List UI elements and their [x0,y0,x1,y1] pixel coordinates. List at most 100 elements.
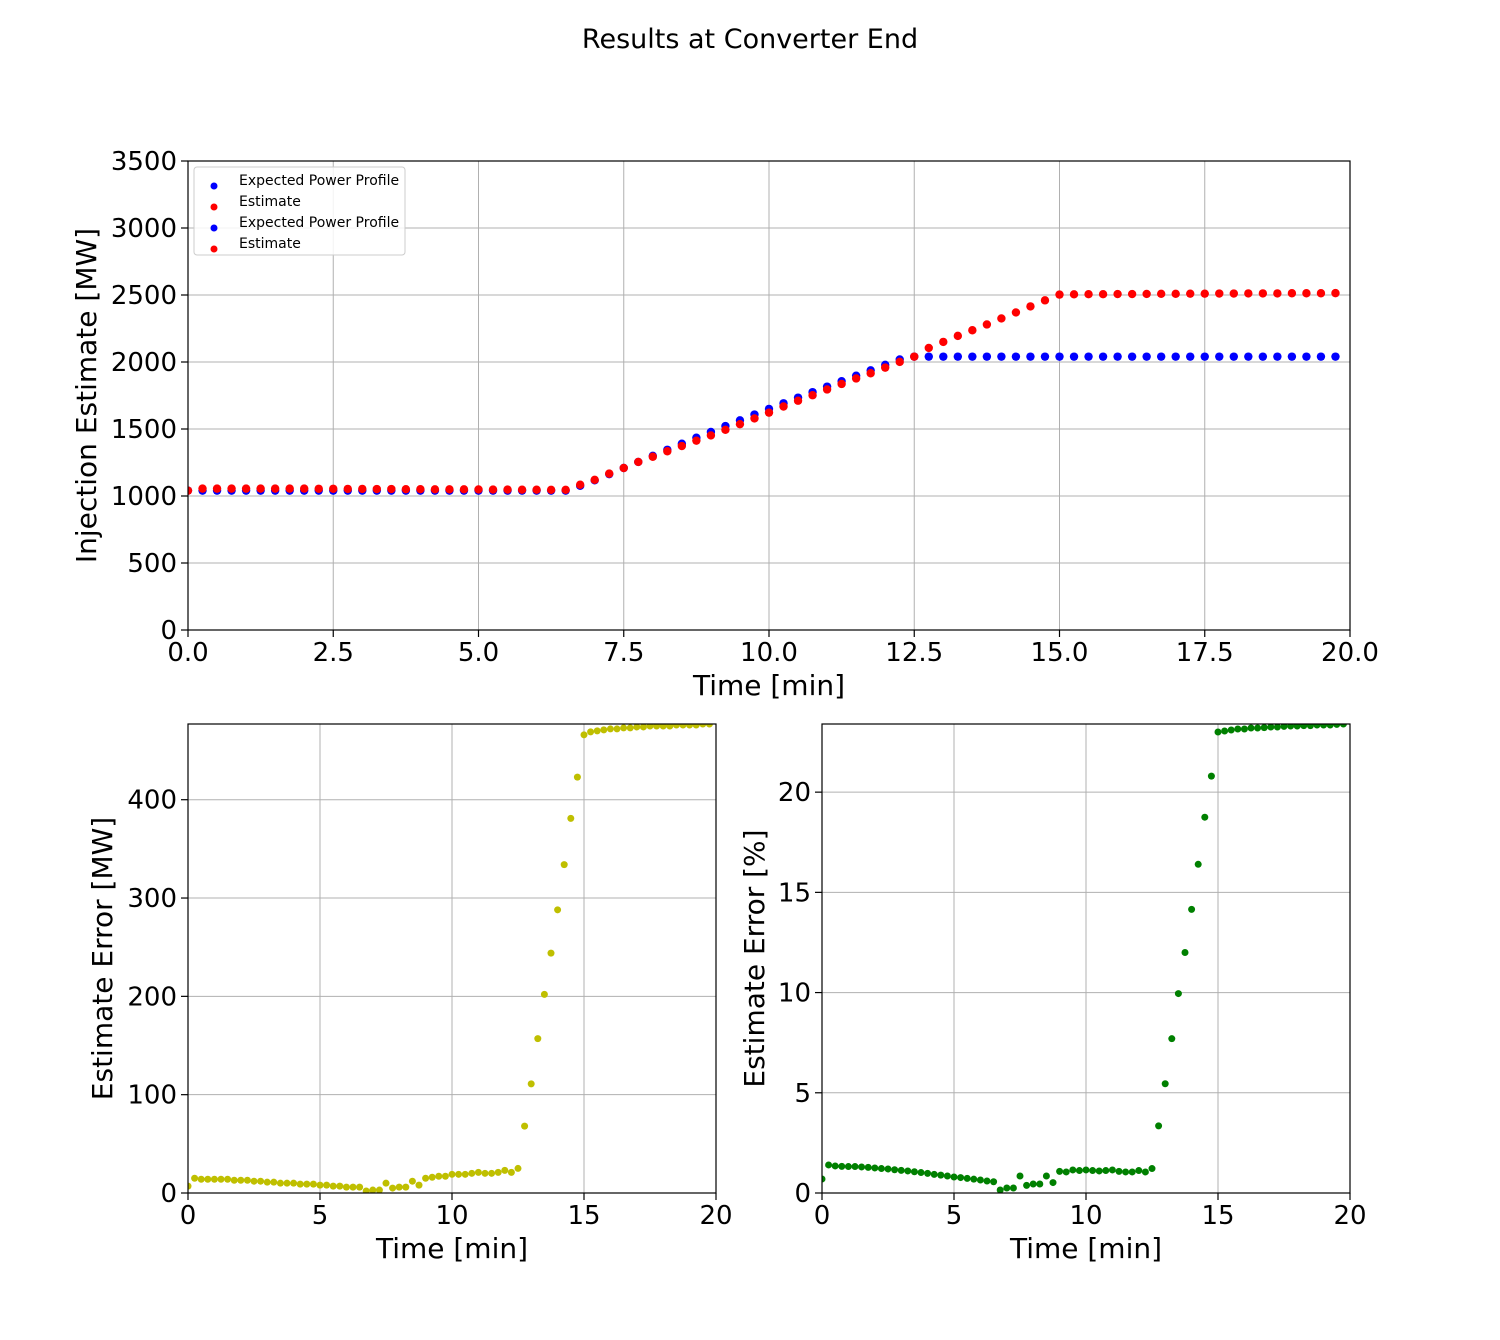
data-point [1240,725,1248,733]
data-point [672,724,680,729]
data-point [481,1169,489,1177]
data-point [532,485,541,494]
data-point [369,1186,377,1193]
legend-label: Estimate [239,194,301,210]
data-point [488,485,498,494]
data-point [323,1181,331,1189]
data-point [1280,724,1288,730]
y-tick-label: 5 [794,1079,811,1109]
data-point [561,485,570,495]
data-point [445,485,454,494]
data-point [507,1168,515,1176]
data-point [1075,1167,1083,1175]
data-point [1186,352,1195,361]
data-point [1040,296,1050,305]
data-point [851,374,861,383]
data-point [188,486,193,495]
data-point [1128,1168,1136,1176]
data-point [1171,289,1180,298]
data-point [276,1179,284,1187]
data-point [375,1186,383,1193]
data-point [461,1170,469,1178]
data-point [605,469,614,478]
data-point [1287,352,1297,361]
data-point [968,326,977,335]
data-point [692,436,701,445]
data-point [877,1165,885,1173]
data-point [1171,352,1180,361]
data-point [1023,1181,1031,1189]
data-point [441,1172,449,1180]
data-point [924,1169,932,1177]
data-point [982,352,992,361]
data-point [309,1180,317,1188]
data-point [1200,289,1209,298]
data-point [1029,1180,1037,1188]
x-tick-label: 20 [699,1201,732,1231]
data-point [237,1176,245,1184]
data-point [382,1179,390,1187]
data-point [1181,948,1189,956]
data-point [866,369,875,378]
data-point [263,1178,271,1186]
data-point [430,485,440,494]
data-point [1200,352,1209,361]
data-point [1142,289,1151,299]
legend-marker [210,224,218,232]
data-point [503,485,512,494]
y-tick-label: 0 [160,616,177,646]
data-point [1186,289,1195,298]
figure-title: Results at Converter End [582,24,918,55]
data-point [198,484,207,493]
data-point [316,1181,324,1189]
data-point [428,1173,436,1181]
data-point [1215,352,1224,361]
data-point [455,1170,463,1178]
data-point [547,949,555,957]
y-tick-label: 0 [794,1179,811,1209]
data-point [895,357,904,367]
data-point [401,484,411,494]
data-point [349,1183,357,1191]
x-axis-label: Time [min] [1009,1232,1162,1265]
data-point [600,726,608,734]
y-tick-label: 15 [778,878,811,908]
x-tick-label: 7.5 [603,638,644,668]
data-point [626,724,634,732]
data-point [1247,724,1255,732]
data-point [567,814,575,822]
data-point [270,1178,278,1186]
data-point [620,724,628,732]
data-point [1215,289,1224,298]
data-point [580,731,588,739]
x-tick-label: 15 [1201,1201,1234,1231]
y-tick-label: 10 [778,979,811,1009]
data-point [343,484,352,494]
data-point [1102,1167,1110,1175]
data-point [1026,352,1035,361]
x-tick-label: 12.5 [885,638,943,668]
y-tick-label: 20 [778,778,811,808]
series-0-points [188,724,713,1193]
estimate-error-pct-chart: 0 5 10 15 20 0 5 10 15 20 Time [min] Estimate Error… [738,723,1367,1265]
data-point [243,1176,251,1184]
x-tick-label: 5.0 [458,638,499,668]
data-point [501,1166,509,1174]
data-point [402,1183,410,1191]
data-point [290,1179,298,1187]
data-point [1069,290,1079,299]
data-point [329,1182,337,1190]
data-point [924,343,933,353]
data-point [864,1163,872,1171]
data-point [1320,724,1328,729]
legend: Expected Power Profile Estimate Expected P… [193,166,406,256]
data-point [1127,289,1137,299]
data-point [1055,352,1064,361]
data-point [953,352,963,361]
data-point [930,1170,938,1178]
data-point [1055,290,1064,299]
data-point [1188,905,1196,913]
data-point [197,1175,205,1183]
data-point [250,1177,258,1185]
data-point [1273,724,1281,731]
